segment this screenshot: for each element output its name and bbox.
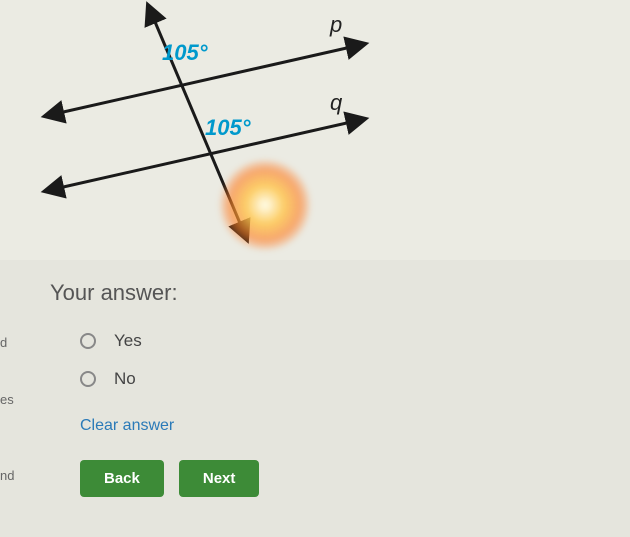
edge-text-d: d <box>0 335 7 350</box>
line-label-p: p <box>330 12 342 38</box>
radio-label: No <box>114 369 136 389</box>
answer-heading: Your answer: <box>50 280 630 306</box>
radio-icon <box>80 333 96 349</box>
radio-label: Yes <box>114 331 142 351</box>
nav-button-row: Back Next <box>80 460 630 497</box>
angle-105-upper: 105° <box>162 40 208 66</box>
line-label-q: q <box>330 90 342 116</box>
radio-icon <box>80 371 96 387</box>
edge-text-es: es <box>0 392 14 407</box>
diagram-area: 105° 105° p q <box>0 0 630 260</box>
next-button[interactable]: Next <box>179 460 260 497</box>
back-button[interactable]: Back <box>80 460 164 497</box>
radio-option-no[interactable]: No <box>80 369 630 389</box>
edge-text-nd: nd <box>0 468 14 483</box>
radio-option-yes[interactable]: Yes <box>80 331 630 351</box>
answer-section: Your answer: Yes No Clear answer Back Ne… <box>0 260 630 537</box>
clear-answer-link[interactable]: Clear answer <box>80 417 174 435</box>
angle-105-lower: 105° <box>205 115 251 141</box>
